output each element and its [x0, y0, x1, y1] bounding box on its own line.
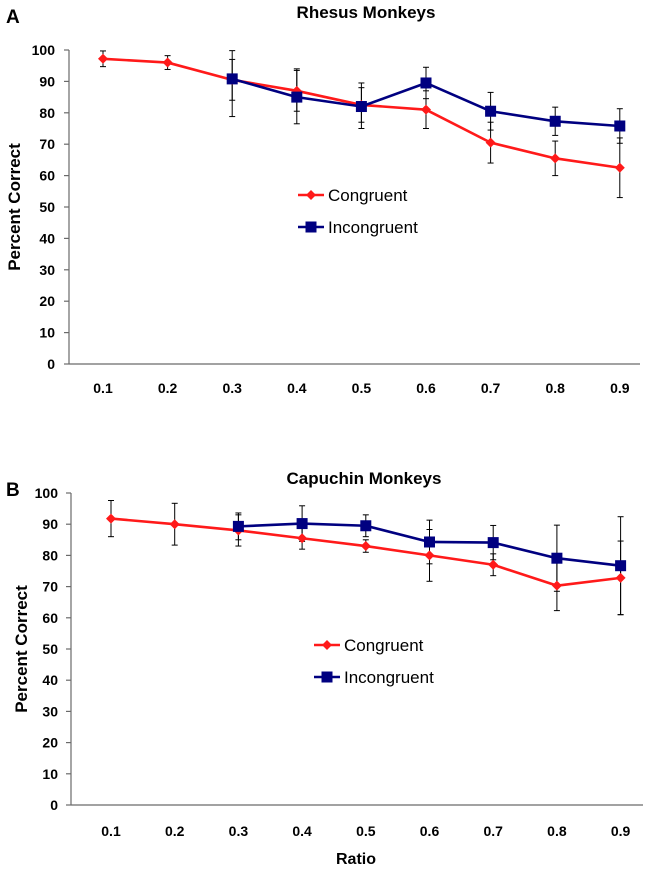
y-tick-label: 30 [39, 262, 55, 278]
legend-label: Incongruent [328, 218, 418, 237]
y-tick-label: 30 [42, 703, 58, 719]
x-tick-label: 0.8 [547, 823, 567, 839]
x-axis-label-b: Ratio [336, 851, 376, 868]
data-point-congruent [615, 572, 626, 583]
y-tick-label: 80 [42, 547, 58, 563]
x-tick-label: 0.6 [420, 823, 440, 839]
x-tick-label: 0.4 [287, 380, 307, 396]
data-point-incongruent [551, 552, 563, 564]
legend-label: Congruent [344, 636, 424, 655]
y-tick-label: 0 [47, 356, 55, 372]
data-point-incongruent [291, 91, 303, 103]
data-point-incongruent [355, 101, 367, 113]
y-tick-label: 10 [42, 766, 58, 782]
error-bars-b [108, 499, 624, 616]
legend-item-incongruent: Incongruent [314, 668, 434, 687]
panel-b-capuchin: B Capuchin Monkeys Percent Correct Ratio… [6, 469, 643, 868]
data-point-incongruent [614, 120, 626, 132]
y-tick-label: 70 [42, 579, 58, 595]
legend-item-congruent: Congruent [298, 186, 408, 205]
data-point-incongruent [424, 536, 435, 548]
data-point-congruent [297, 533, 308, 544]
y-tick-label: 70 [39, 136, 55, 152]
y-tick-label: 10 [39, 325, 55, 341]
x-tick-label: 0.6 [416, 380, 436, 396]
x-tick-label: 0.4 [292, 823, 312, 839]
data-point-congruent [98, 53, 108, 64]
data-point-congruent [421, 104, 431, 115]
y-tick-label: 20 [39, 293, 55, 309]
data-point-incongruent [485, 105, 497, 117]
y-tick-label: 20 [42, 735, 58, 751]
data-point-incongruent [487, 537, 499, 549]
data-point-congruent [488, 559, 499, 570]
y-tick-label: 60 [42, 610, 58, 626]
data-point-incongruent [360, 520, 372, 532]
panel-letter-b: B [6, 480, 20, 501]
axes-b: 0 10 20 30 40 50 60 70 80 90 100 0.1 0.2 0.3 0.4 0.5 0.6… [35, 485, 643, 839]
legend-swatch-marker [322, 640, 332, 650]
x-tick-label: 0.1 [93, 380, 113, 396]
y-axis-label-b: Percent Correct [12, 585, 31, 713]
y-tick-label: 100 [32, 42, 56, 58]
y-tick-label: 40 [42, 672, 58, 688]
panel-a-rhesus: A Rhesus Monkeys Percent Correct 0 10 20 30… [5, 3, 640, 396]
data-point-incongruent [226, 73, 238, 85]
legend-swatch-marker [305, 221, 317, 233]
data-point-incongruent [232, 520, 244, 532]
legend-a: Congruent Incongruent [298, 186, 418, 237]
x-tick-label: 0.9 [611, 823, 631, 839]
y-tick-label: 0 [50, 797, 58, 813]
x-tick-label: 0.3 [229, 823, 249, 839]
axes-a: 0 10 20 30 40 50 60 70 80 90 100 0.1 0.2 0.3 0.4 0.5 0.6… [32, 42, 640, 396]
data-point-congruent [424, 550, 435, 561]
x-tick-label: 0.9 [610, 380, 630, 396]
x-tick-label: 0.5 [352, 380, 372, 396]
legend-swatch-marker [321, 671, 333, 683]
legend-b: Congruent Incongruent [314, 636, 434, 687]
y-tick-label: 100 [35, 485, 59, 501]
x-tick-label: 0.2 [165, 823, 185, 839]
data-point-incongruent [549, 115, 561, 127]
y-axis-label-a: Percent Correct [5, 143, 24, 271]
data-point-incongruent [296, 518, 308, 530]
data-point-congruent [614, 162, 625, 173]
y-tick-label: 40 [39, 230, 55, 246]
panel-letter-a: A [6, 7, 20, 28]
x-tick-label: 0.8 [545, 380, 565, 396]
legend-label: Congruent [328, 186, 408, 205]
x-tick-label: 0.2 [158, 380, 178, 396]
legend-swatch-marker [306, 190, 316, 200]
legend-label: Incongruent [344, 668, 434, 687]
data-point-congruent [360, 541, 371, 552]
data-point-congruent [169, 519, 180, 530]
data-point-congruent [550, 153, 561, 164]
y-tick-label: 80 [39, 105, 55, 121]
markers-b [106, 513, 627, 591]
data-point-incongruent [615, 560, 627, 572]
data-point-incongruent [420, 77, 432, 89]
legend-item-congruent: Congruent [314, 636, 424, 655]
y-tick-label: 50 [39, 199, 55, 215]
x-tick-label: 0.3 [222, 380, 242, 396]
chart-title-a: Rhesus Monkeys [297, 3, 436, 22]
legend-item-incongruent: Incongruent [298, 218, 418, 237]
x-tick-label: 0.1 [101, 823, 121, 839]
error-bars-a [100, 50, 623, 199]
data-point-congruent [551, 580, 562, 591]
y-tick-label: 90 [39, 73, 55, 89]
y-tick-label: 50 [42, 641, 58, 657]
data-point-congruent [485, 137, 496, 148]
data-point-congruent [106, 513, 116, 524]
x-tick-label: 0.7 [481, 380, 501, 396]
chart-title-b: Capuchin Monkeys [287, 469, 442, 488]
markers-a [98, 53, 626, 173]
y-tick-label: 90 [42, 516, 58, 532]
x-tick-label: 0.5 [356, 823, 376, 839]
y-tick-label: 60 [39, 168, 55, 184]
data-point-congruent [162, 57, 173, 68]
x-tick-label: 0.7 [483, 823, 503, 839]
